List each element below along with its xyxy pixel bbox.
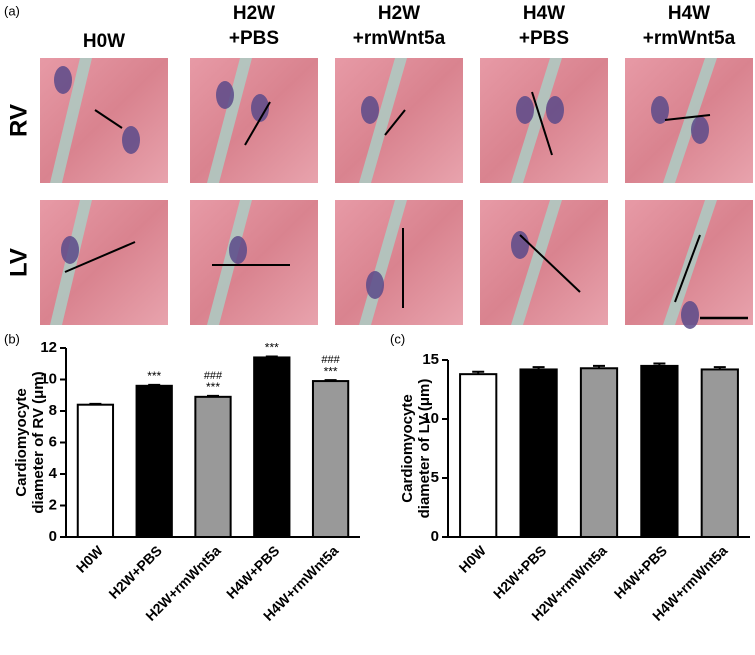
y-tick-label: 2 <box>49 496 57 513</box>
y-tick-label: 4 <box>49 465 58 482</box>
y-axis-label: Cardiomyocyte <box>399 394 416 502</box>
measurement-line <box>244 101 271 146</box>
column-header: +PBS <box>519 28 569 49</box>
x-tick-label: H2W+PBS <box>490 542 549 601</box>
measurement-line <box>519 234 581 293</box>
bar <box>135 384 173 538</box>
y-tick-label: 12 <box>40 339 57 356</box>
nucleus <box>651 96 669 124</box>
column-header: H4W <box>523 3 565 24</box>
nucleus <box>681 301 699 329</box>
column-header: H0W <box>83 31 125 52</box>
significance-label: ### <box>204 370 223 382</box>
panel-label: (c) <box>390 331 405 346</box>
error-bar <box>324 379 337 382</box>
nucleus <box>54 66 72 94</box>
column-header: +PBS <box>229 28 279 49</box>
nucleus <box>366 271 384 299</box>
x-tick-label: H4W+PBS <box>611 542 670 601</box>
y-axis-label: diameter of RV (μm) <box>30 371 47 513</box>
histology-gap <box>207 58 252 183</box>
panel-label: (b) <box>4 331 20 346</box>
y-tick-label: 0 <box>431 528 439 545</box>
nucleus <box>122 126 140 154</box>
significance-label: *** <box>206 380 220 394</box>
error-bar <box>653 362 666 366</box>
y-tick-label: 6 <box>49 433 57 450</box>
error-bar <box>713 366 726 370</box>
x-tick-label: H0W <box>456 542 490 576</box>
y-tick-label: 10 <box>422 410 439 427</box>
column-header: H2W <box>233 3 275 24</box>
histology-gap <box>207 200 252 325</box>
nucleus <box>251 94 269 122</box>
bar <box>459 373 498 538</box>
column-header: +rmWnt5a <box>643 28 736 49</box>
measurement-line <box>94 109 123 129</box>
y-tick-label: 8 <box>49 402 57 419</box>
nucleus <box>546 96 564 124</box>
measurement-line <box>531 91 553 156</box>
error-bar <box>148 383 161 386</box>
nucleus <box>516 96 534 124</box>
error-bar <box>532 366 545 370</box>
bar <box>253 356 291 539</box>
y-tick-label: 10 <box>40 370 57 387</box>
x-tick-label: H2W+PBS <box>105 542 164 601</box>
x-tick-label: H4W+PBS <box>223 542 282 601</box>
measurement-line <box>674 234 701 303</box>
significance-label: *** <box>147 369 161 383</box>
bar <box>700 368 739 538</box>
measurement-line <box>664 114 711 121</box>
y-tick-label: 15 <box>422 351 439 368</box>
nucleus <box>691 116 709 144</box>
nucleus <box>216 81 234 109</box>
histology-gap <box>511 58 562 183</box>
histology-image <box>190 58 318 183</box>
panel-label: (a) <box>4 3 20 18</box>
significance-label: *** <box>324 364 338 378</box>
error-bar <box>593 364 605 369</box>
error-bar <box>89 402 102 405</box>
row-label: LV <box>5 248 32 277</box>
histology-gap <box>663 58 717 183</box>
bar <box>311 380 350 539</box>
y-axis-label: diameter of LV (μm) <box>416 379 433 519</box>
histology-gap <box>511 200 562 325</box>
histology-image <box>190 200 318 325</box>
error-bar <box>265 355 278 358</box>
bar <box>519 368 558 538</box>
error-bar <box>472 370 485 375</box>
column-header: +rmWnt5a <box>353 28 446 49</box>
x-tick-label: H0W <box>73 542 107 576</box>
y-axis-label: Cardiomyocyte <box>13 388 30 496</box>
bar <box>194 395 232 539</box>
column-header: H2W <box>378 3 420 24</box>
significance-label: ### <box>321 354 340 366</box>
histology-image <box>480 200 608 325</box>
significance-label: *** <box>265 341 279 355</box>
histology-gap <box>359 58 407 183</box>
nucleus <box>229 236 247 264</box>
error-bar <box>207 394 219 397</box>
histology-image <box>480 58 608 183</box>
measurement-line <box>384 109 406 136</box>
nucleus <box>361 96 379 124</box>
measurement-line <box>64 241 136 273</box>
nucleus <box>61 236 79 264</box>
histology-gap <box>50 58 92 183</box>
bar <box>76 403 115 539</box>
bar <box>579 367 619 539</box>
column-header: H4W <box>668 3 710 24</box>
y-tick-label: 5 <box>431 469 439 486</box>
y-tick-label: 0 <box>49 528 57 545</box>
bar <box>640 364 679 538</box>
row-label: RV <box>5 104 32 137</box>
